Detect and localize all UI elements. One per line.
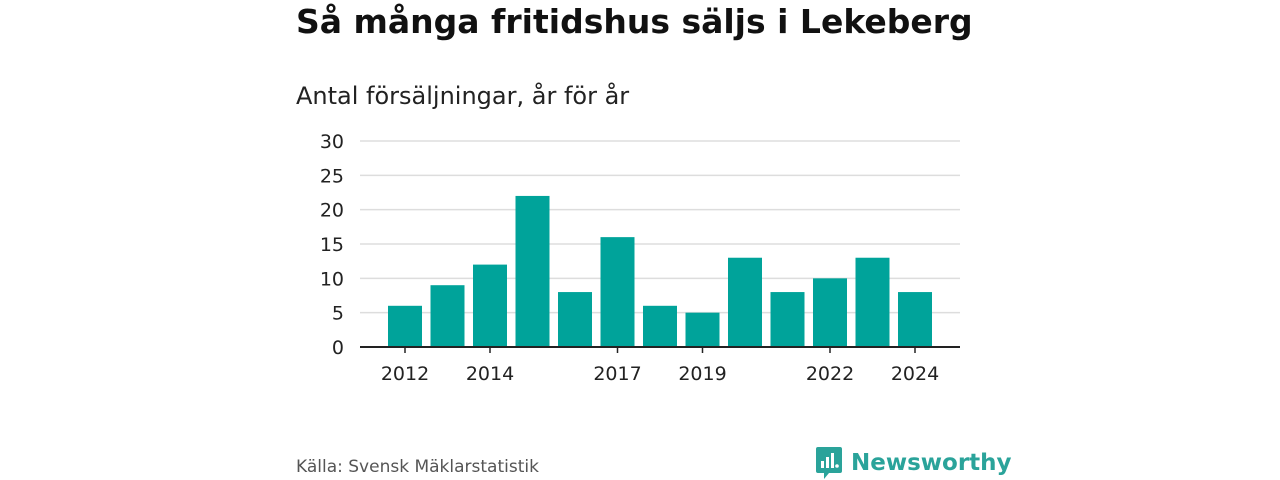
x-tick-label: 2022 (806, 363, 854, 385)
x-tick-label: 2019 (678, 363, 726, 385)
bar-2017 (600, 237, 635, 347)
chart-title: Så många fritidshus säljs i Lekeberg (296, 2, 973, 41)
bar-2024 (898, 292, 932, 347)
bar-2014 (473, 264, 507, 347)
bar-2021 (770, 292, 805, 347)
brand-name: Newsworthy (851, 450, 1012, 476)
chart-subtitle: Antal försäljningar, år för år (296, 82, 630, 110)
bar-2019 (685, 312, 720, 347)
bar-2020 (728, 257, 762, 347)
y-tick-label: 15 (320, 234, 344, 256)
y-tick-label: 25 (320, 165, 344, 187)
x-tick-label: 2014 (466, 363, 514, 385)
bar-2023 (855, 257, 890, 347)
y-tick-label: 10 (320, 268, 344, 290)
brand-logo: Newsworthy (815, 446, 1012, 480)
newsworthy-logo-icon (816, 447, 842, 479)
bar-2012 (388, 305, 422, 347)
y-tick-label: 20 (320, 200, 344, 222)
bar-2016 (558, 292, 592, 347)
x-tick-label: 2017 (593, 363, 641, 385)
bar-2013 (430, 285, 465, 347)
y-tick-label: 5 (332, 303, 344, 325)
y-tick-label: 30 (320, 131, 344, 153)
source-note: Källa: Svensk Mäklarstatistik (296, 457, 539, 477)
bar-2018 (643, 305, 677, 347)
x-tick-label: 2012 (381, 363, 429, 385)
bar-2015 (515, 195, 550, 347)
y-tick-label: 0 (332, 337, 344, 359)
x-tick-label: 2024 (891, 363, 939, 385)
bar-2022 (813, 278, 847, 347)
